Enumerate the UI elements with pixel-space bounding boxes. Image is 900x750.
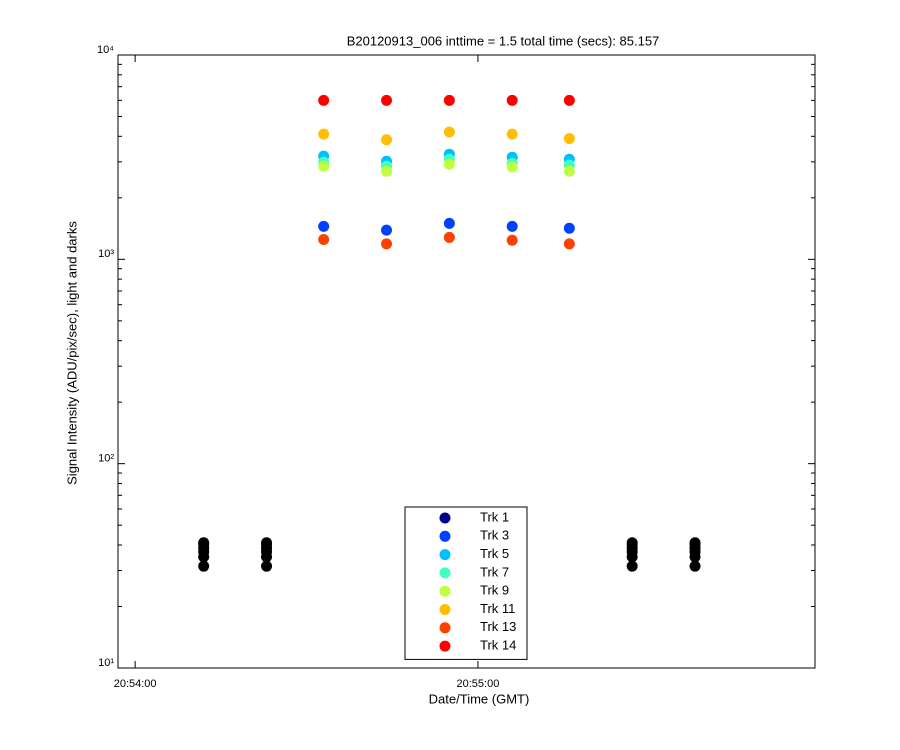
marker (689, 560, 701, 572)
marker (443, 217, 455, 229)
legend-label: Trk 7 (480, 564, 509, 579)
marker (626, 560, 638, 572)
y-tick-label: 10¹ (98, 657, 114, 669)
marker (381, 94, 393, 106)
marker (381, 134, 393, 146)
legend-label: Trk 3 (480, 528, 509, 543)
marker (198, 560, 210, 572)
marker (506, 220, 518, 232)
marker (563, 94, 575, 106)
marker (318, 128, 330, 140)
marker (689, 537, 701, 549)
marker (381, 238, 393, 250)
marker (318, 220, 330, 232)
legend-marker (439, 530, 451, 542)
legend-marker (439, 549, 451, 561)
marker (563, 222, 575, 234)
legend-label: Trk 13 (480, 619, 516, 634)
y-axis-label: Signal Intensity (ADU/pix/sec), light an… (64, 221, 79, 485)
marker (443, 231, 455, 243)
legend-marker (439, 567, 451, 579)
legend-box (404, 506, 528, 660)
marker (563, 238, 575, 250)
legend-label: Trk 9 (480, 583, 509, 598)
y-tick-label: 10² (98, 453, 114, 465)
y-tick-label: 10⁴ (97, 44, 114, 56)
marker (198, 537, 210, 549)
legend-label: Trk 5 (480, 546, 509, 561)
marker (261, 560, 273, 572)
marker (443, 94, 455, 106)
marker (318, 234, 330, 246)
x-axis-label: Date/Time (GMT) (429, 691, 530, 706)
legend-marker (439, 604, 451, 615)
marker (506, 94, 518, 106)
legend-label: Trk 1 (480, 509, 509, 524)
legend-marker (439, 640, 451, 652)
x-tick-label: 20:54:00 (114, 678, 157, 690)
marker (381, 224, 393, 236)
legend-label: Trk 14 (480, 638, 516, 653)
marker (261, 537, 273, 549)
marker (506, 234, 518, 246)
marker (443, 158, 455, 170)
x-tick-label: 20:55:00 (457, 678, 500, 690)
marker (506, 161, 518, 173)
marker (318, 94, 330, 106)
legend-marker (439, 622, 451, 634)
marker (318, 160, 330, 172)
legend-label: Trk 11 (480, 601, 515, 616)
marker (563, 165, 575, 177)
legend-marker (439, 512, 451, 524)
marker (381, 165, 393, 177)
marker (563, 133, 575, 145)
legend-marker (439, 585, 451, 597)
y-tick-label: 10³ (98, 248, 114, 260)
marker (626, 537, 638, 549)
marker (506, 128, 518, 140)
chart-title: B20120913_006 inttime = 1.5 total time (… (347, 33, 660, 48)
marker (443, 126, 455, 138)
